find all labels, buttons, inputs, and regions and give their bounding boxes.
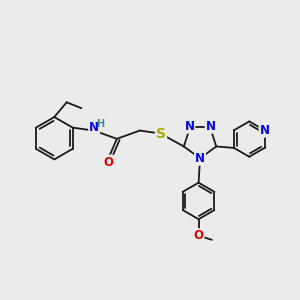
Text: O: O (194, 229, 204, 242)
Text: H: H (96, 119, 104, 129)
Text: N: N (89, 121, 99, 134)
Text: N: N (260, 124, 270, 137)
Text: N: N (206, 120, 216, 133)
Text: S: S (156, 127, 166, 140)
Text: O: O (103, 156, 113, 169)
Text: N: N (195, 152, 205, 165)
Text: N: N (184, 120, 194, 133)
